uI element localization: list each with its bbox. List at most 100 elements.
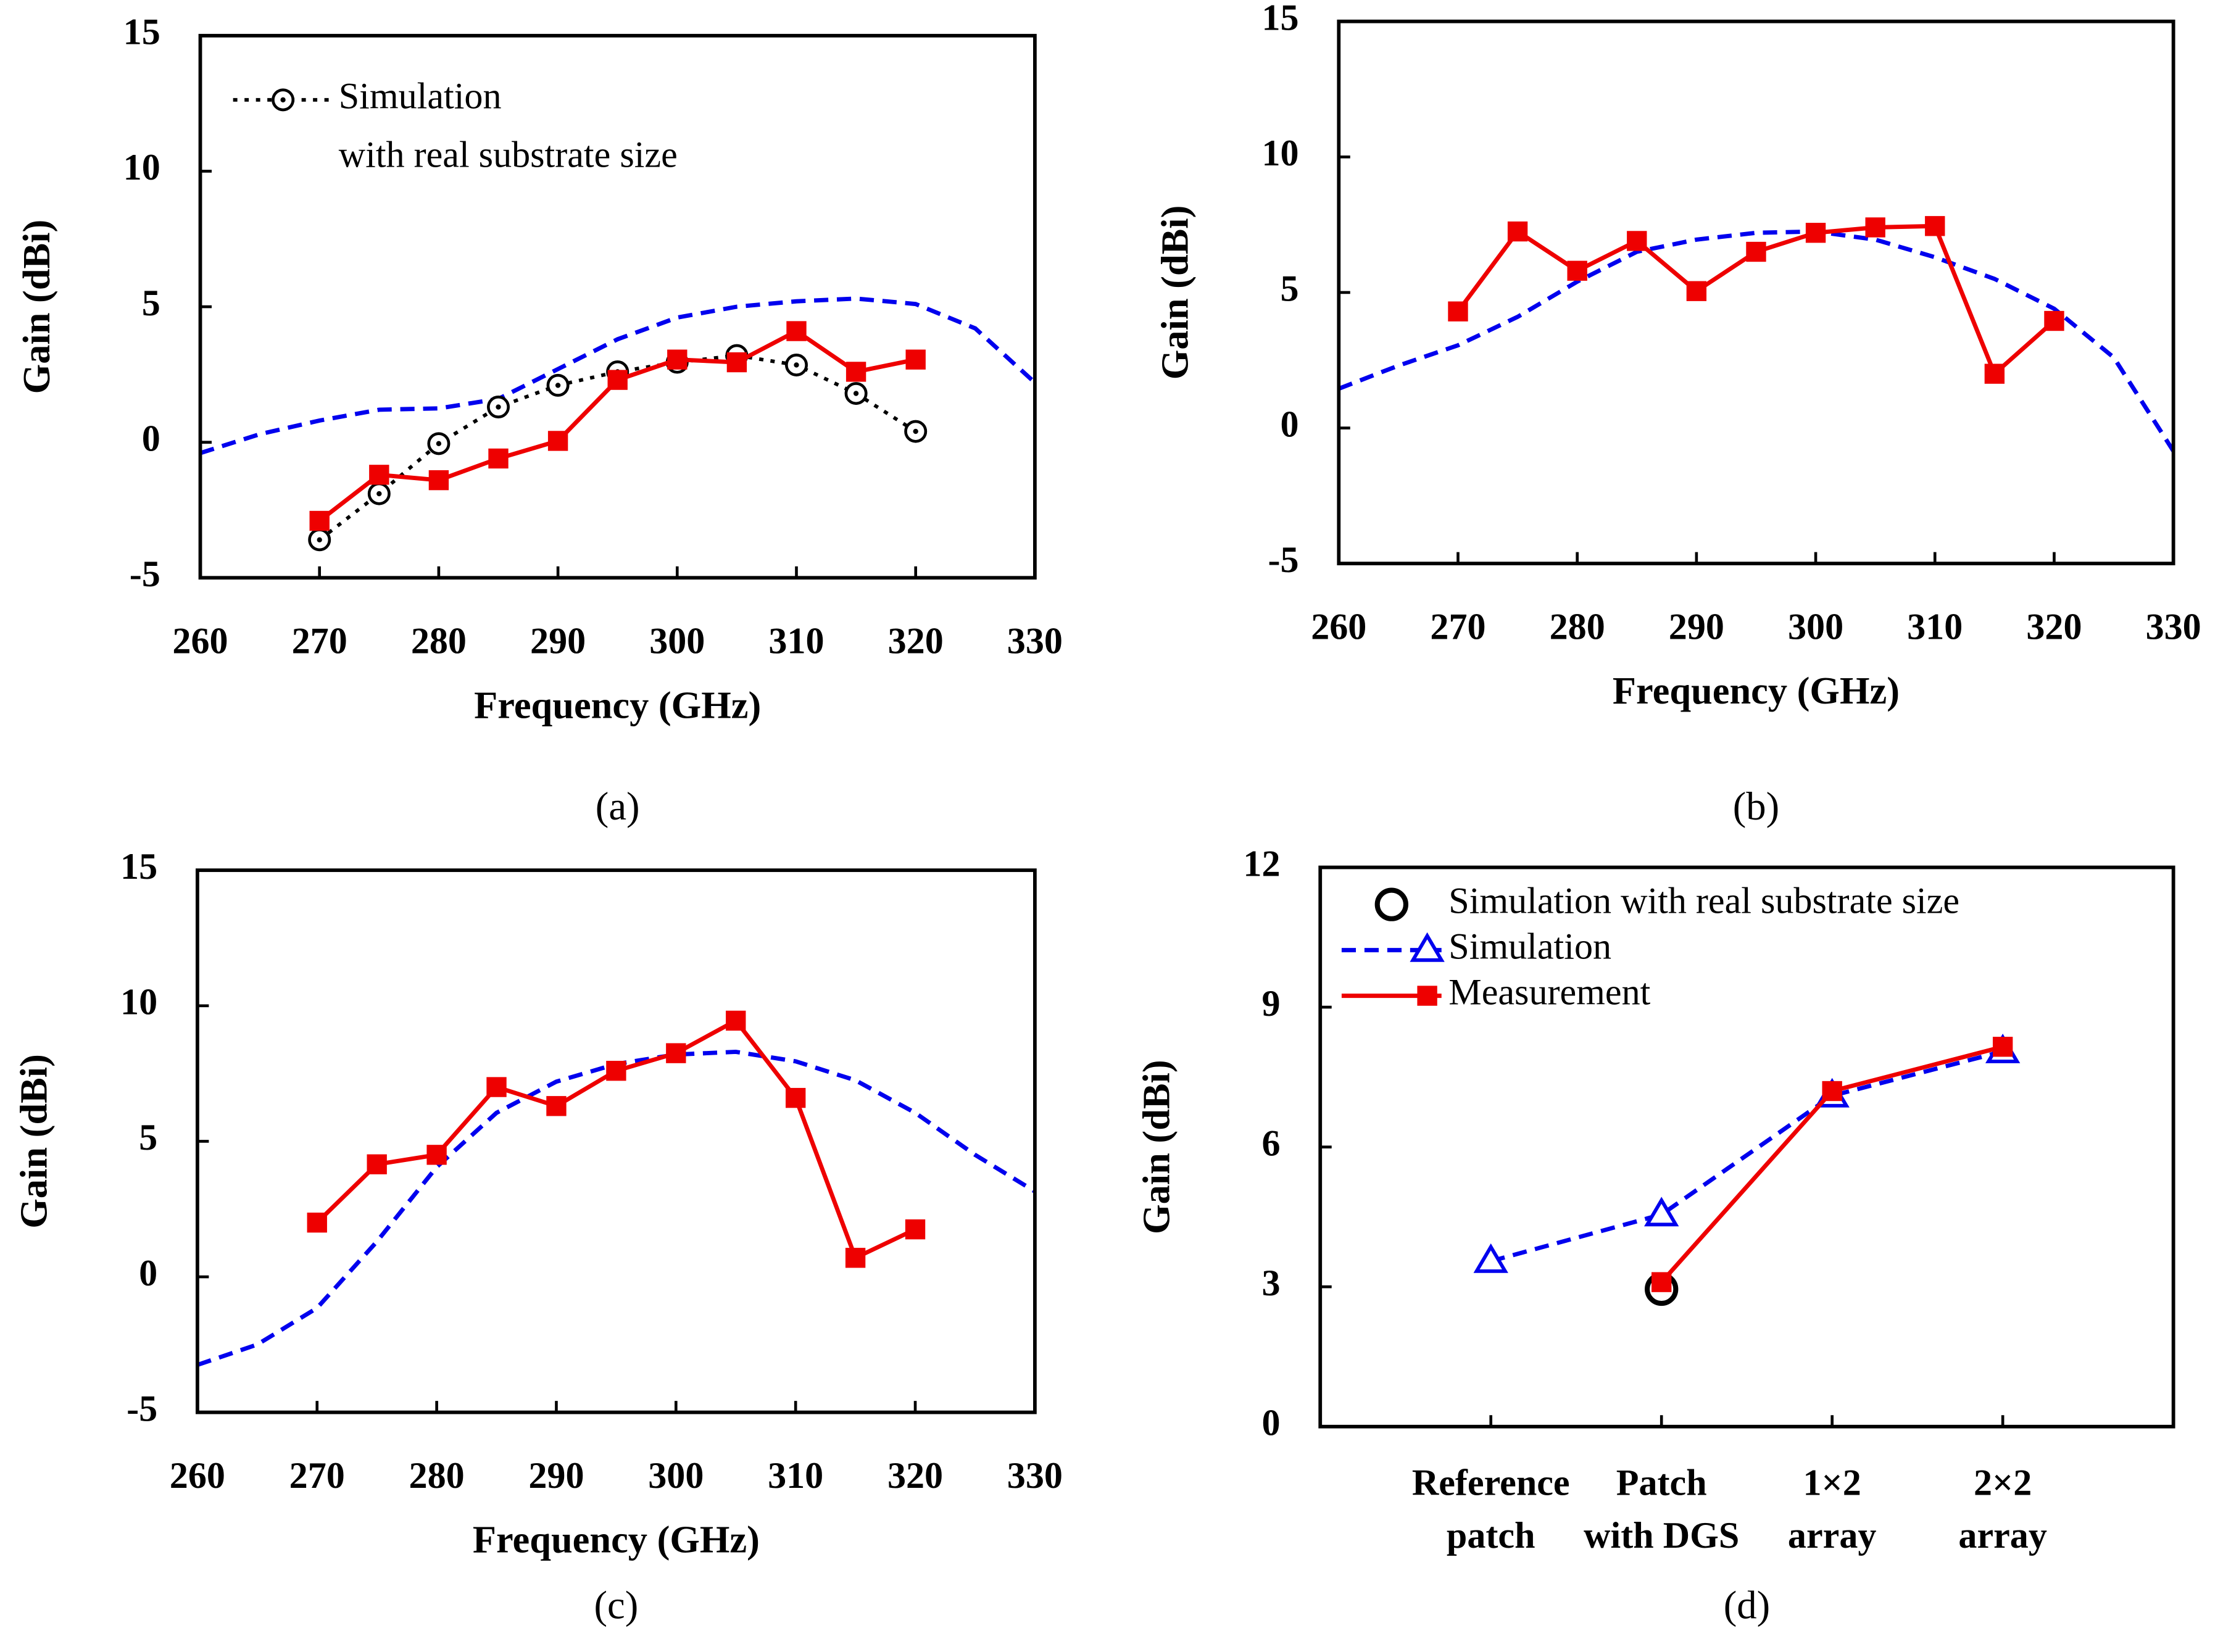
y-tick-label: 0 [139, 1253, 157, 1294]
marker [1410, 932, 1445, 962]
y-tick-label: -5 [130, 554, 160, 595]
x-tick-label: 270 [292, 621, 347, 662]
x-tick-label: 320 [2026, 607, 2082, 648]
y-tick-label: 10 [120, 982, 157, 1023]
y-tick-label: 15 [120, 846, 157, 887]
chart: -5 0 5 10 15 260 270 280 290 300 310 320 330 Frequenc… [1154, 0, 2201, 828]
y-tick-label: 5 [1281, 268, 1299, 310]
marker [606, 1061, 626, 1081]
x-tick-label: 330 [1007, 1455, 1063, 1496]
marker [367, 1154, 387, 1174]
marker [1417, 986, 1437, 1006]
marker-dot [436, 441, 442, 446]
x-tick-label: 290 [1669, 607, 1724, 648]
x-tick-label: with DGS [1584, 1515, 1739, 1556]
caption: (a) [596, 784, 640, 828]
marker [1805, 223, 1826, 243]
y-tick-label: 10 [123, 147, 160, 188]
y-tick-label: 9 [1261, 983, 1280, 1024]
marker [1448, 301, 1468, 322]
x-tick-label: 280 [409, 1455, 465, 1496]
y-axis-title: Gain (dBi) [15, 220, 58, 394]
marker-dot [496, 404, 501, 410]
y-tick-label: 15 [123, 12, 160, 53]
marker [1686, 281, 1707, 301]
marker [309, 510, 330, 531]
marker [1865, 217, 1885, 238]
x-tick-label: 290 [528, 1455, 584, 1496]
marker-dot [853, 391, 859, 396]
series-line [1490, 1049, 2004, 1264]
series-line [1338, 229, 2175, 452]
marker [667, 349, 688, 370]
marker [1644, 1197, 1679, 1227]
marker-dot [555, 383, 561, 388]
marker [1651, 1272, 1672, 1292]
y-tick-label: -5 [1268, 539, 1298, 581]
x-tick-label: 2×2 [1974, 1463, 2032, 1504]
marker [369, 465, 389, 485]
legend-label: Simulation [1448, 926, 1611, 967]
marker-dot [794, 362, 799, 368]
x-tick-label: 290 [530, 621, 586, 662]
plot-frame [1318, 865, 2175, 1429]
marker [1925, 216, 1945, 236]
series-line [199, 296, 1037, 455]
x-tick-label: 260 [170, 1455, 225, 1496]
chart: -5 0 5 10 15 260 270 280 290 300 310 320 330 Frequenc… [12, 846, 1063, 1627]
series-line [196, 1049, 1036, 1368]
y-tick-label: 3 [1261, 1263, 1280, 1304]
marker [666, 1043, 686, 1063]
marker [1567, 260, 1587, 281]
marker [905, 349, 926, 370]
marker [1992, 1037, 2013, 1057]
marker [1507, 221, 1528, 242]
marker-dot [280, 97, 286, 102]
y-tick-label: 6 [1261, 1123, 1280, 1164]
y-tick-label: 0 [1281, 404, 1299, 445]
marker [607, 370, 628, 390]
x-tick-label: 320 [888, 621, 944, 662]
marker [1374, 887, 1408, 921]
y-axis-title: Gain (dBi) [12, 1054, 55, 1229]
marker [726, 1010, 746, 1031]
marker [1627, 231, 1647, 251]
marker [845, 362, 866, 382]
x-tick-label: 1×2 [1803, 1463, 1861, 1504]
series-line [318, 354, 917, 542]
marker [845, 1248, 866, 1268]
series-line [315, 1018, 916, 1261]
marker [785, 1087, 806, 1108]
marker [1822, 1081, 1842, 1102]
marker [1473, 1243, 1508, 1273]
y-tick-label: 10 [1261, 133, 1298, 174]
legend-label: Simulation with real substrate size [1448, 880, 1959, 921]
x-tick-label: 270 [289, 1455, 345, 1496]
legend-label: Simulation [339, 76, 502, 117]
y-tick-label: 0 [142, 418, 160, 459]
y-axis-title: Gain (dBi) [1154, 205, 1197, 380]
y-axis-title: Gain (dBi) [1136, 1060, 1178, 1234]
y-tick-label: 15 [1261, 0, 1298, 38]
x-tick-label: array [1788, 1515, 1877, 1556]
y-tick-label: 5 [139, 1117, 157, 1158]
plot-frame [196, 868, 1037, 1414]
x-tick-label: 260 [1311, 607, 1366, 648]
y-tick-label: 12 [1243, 843, 1280, 884]
caption: (d) [1724, 1583, 1770, 1627]
caption: (b) [1733, 784, 1779, 828]
x-tick-label: 280 [1550, 607, 1605, 648]
marker [726, 352, 747, 373]
x-tick-label: 300 [1788, 607, 1843, 648]
marker [1746, 241, 1766, 262]
marker [428, 470, 449, 491]
series-line [318, 328, 916, 523]
marker [307, 1212, 327, 1233]
legend-label: with real substrate size [339, 134, 678, 175]
marker [426, 1145, 447, 1165]
y-tick-label: -5 [127, 1388, 157, 1429]
x-tick-label: 310 [768, 621, 824, 662]
x-axis-title: Frequency (GHz) [473, 1519, 760, 1561]
caption: (c) [594, 1583, 638, 1627]
